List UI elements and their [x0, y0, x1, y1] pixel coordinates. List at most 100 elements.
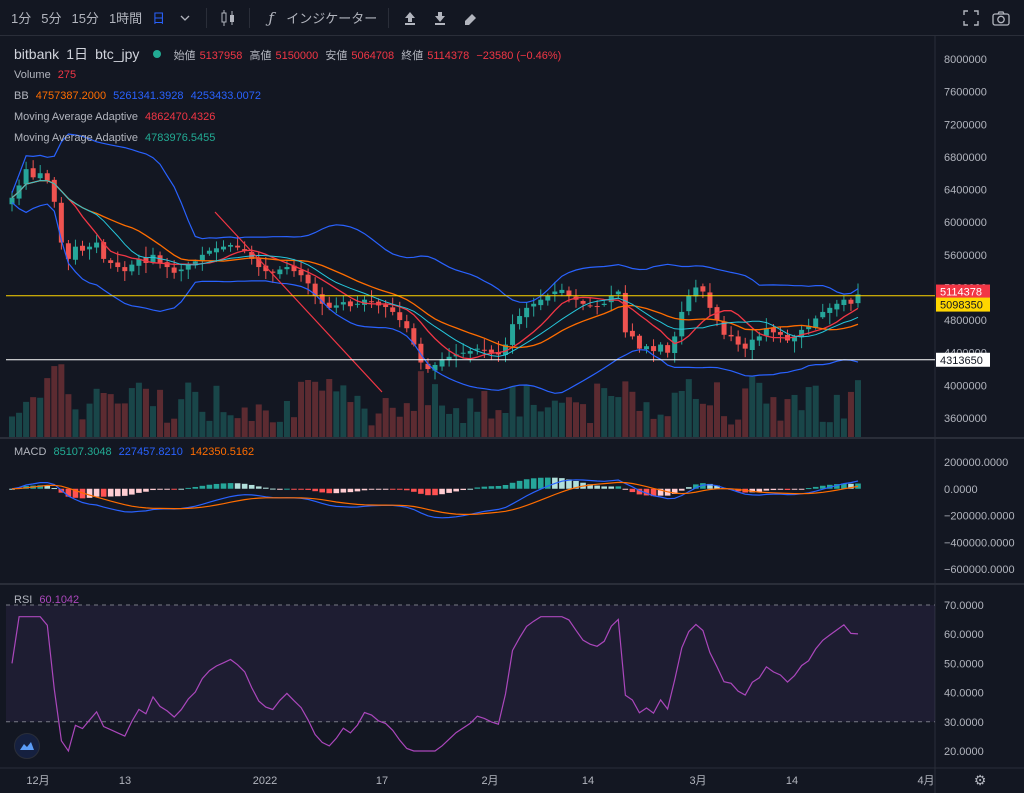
volume-bar — [213, 385, 220, 437]
volume-bar — [93, 388, 100, 437]
macd-hist-bar — [143, 488, 149, 492]
macd-signal-value: 142350.5162 — [189, 446, 255, 458]
candle-body — [44, 173, 50, 182]
macd-hist-bar — [770, 488, 777, 491]
volume-bar — [347, 402, 354, 437]
candle-body — [552, 291, 558, 295]
candle-body — [347, 301, 353, 307]
volume-bar — [699, 403, 706, 437]
macd-hist-bar — [171, 488, 177, 490]
volume-bars — [9, 364, 861, 437]
volume-bar — [305, 379, 312, 437]
macd-hist-bar — [65, 488, 72, 497]
macd-hist-bar — [319, 488, 325, 493]
chart-canvas[interactable]: 8000000 7600000 7200000 6800000 6400000 60000… — [0, 36, 1024, 793]
candle-body — [298, 269, 304, 276]
fullscreen-icon[interactable] — [956, 0, 986, 36]
volume-bar — [171, 418, 178, 437]
candle-body — [615, 291, 621, 295]
volume-bar — [241, 407, 248, 437]
candle-body — [115, 262, 121, 268]
candle-body — [735, 336, 741, 345]
indicators-button[interactable]: インジケーター — [286, 11, 378, 26]
volume-bar — [319, 390, 326, 437]
macd-hist-bar — [368, 488, 375, 490]
macd-hist-bar — [418, 488, 424, 494]
candle-body — [326, 302, 332, 308]
interval-5m-button[interactable]: 5分 — [41, 11, 62, 26]
interval-1h-button[interactable]: 1時間 — [108, 11, 143, 26]
candle-type-icon[interactable] — [213, 0, 243, 36]
macd-hist-bar — [650, 488, 657, 497]
macd-hist-bar — [255, 486, 262, 489]
macd-hist-bar — [749, 488, 756, 493]
upload-icon[interactable] — [395, 0, 425, 36]
interval-dropdown-chevron-icon[interactable] — [170, 0, 200, 36]
volume-bar — [467, 398, 474, 437]
rsi-line — [11, 616, 859, 753]
interval-day-button[interactable]: 日 — [152, 11, 166, 26]
macd-hist-bar — [150, 488, 156, 491]
volume-bar — [44, 378, 51, 437]
volume-bar — [72, 409, 79, 437]
symbol-name[interactable]: btc_jpy — [95, 46, 140, 62]
macd-hist-bar — [573, 480, 579, 489]
time-tick-label: 14 — [786, 775, 798, 787]
camera-icon[interactable] — [986, 0, 1016, 36]
candle-body — [594, 306, 600, 308]
volume-bar — [234, 418, 241, 437]
candle-body — [192, 261, 198, 266]
volume-bar — [16, 412, 23, 437]
volume-bar — [79, 419, 86, 437]
candle-body — [700, 286, 706, 292]
candle-body — [707, 292, 713, 308]
macd-hist-bar — [756, 488, 763, 492]
volume-bar — [389, 407, 396, 437]
candle-body — [806, 326, 812, 330]
macd-hist-bar — [439, 488, 445, 495]
rsi-band-fill — [6, 605, 935, 722]
volume-bar — [30, 397, 37, 437]
rsi-tick-label: 40.0000 — [944, 688, 984, 700]
gear-icon[interactable]: ⚙ — [973, 772, 987, 788]
bb-lower-value: 4253433.0072 — [190, 90, 261, 102]
toolbar-divider — [206, 7, 208, 28]
volume-bar — [114, 403, 121, 437]
volume-bar — [805, 387, 812, 437]
tradingview-logo-icon[interactable] — [14, 733, 40, 759]
rsi-value: 60.1042 — [39, 594, 80, 606]
interval-1m-button[interactable]: 1分 — [11, 11, 32, 26]
interval-name: 1日 — [66, 46, 89, 62]
macd-hist-bar — [270, 488, 276, 490]
rsi-band — [6, 605, 935, 722]
white-line-badge-bg — [936, 352, 990, 367]
volume-bar — [340, 385, 347, 437]
candle-body — [369, 301, 375, 303]
macd-hist-bar — [693, 484, 699, 489]
price-tick-label: 4800000 — [944, 315, 987, 327]
volume-bar — [410, 410, 417, 437]
candle-body — [221, 246, 226, 250]
indicators-fx-icon[interactable]: ƒ — [268, 8, 274, 27]
macd-hist-bar — [657, 488, 664, 496]
candle-body — [432, 364, 438, 371]
candle-body — [777, 332, 783, 335]
trend-line — [214, 211, 383, 393]
candle-body — [397, 312, 403, 321]
macd-hist-bar — [333, 488, 340, 494]
high-label: 高値 — [249, 50, 272, 62]
macd-hist-bar — [241, 483, 248, 489]
last-price-badge-bg — [936, 284, 990, 299]
volume-bar — [833, 394, 840, 437]
macd-hist-bar — [284, 488, 290, 490]
macd-hist-bar — [72, 488, 79, 498]
candle-body — [770, 327, 776, 333]
macd-hist-bar — [432, 488, 438, 496]
interval-15m-button[interactable]: 15分 — [71, 11, 99, 26]
maa1-value: 4862470.4326 — [145, 111, 216, 123]
macd-hist-bar — [841, 483, 847, 489]
volume-bar — [573, 402, 579, 437]
eraser-icon[interactable] — [455, 0, 485, 36]
candle-body — [72, 246, 78, 260]
download-icon[interactable] — [425, 0, 455, 36]
